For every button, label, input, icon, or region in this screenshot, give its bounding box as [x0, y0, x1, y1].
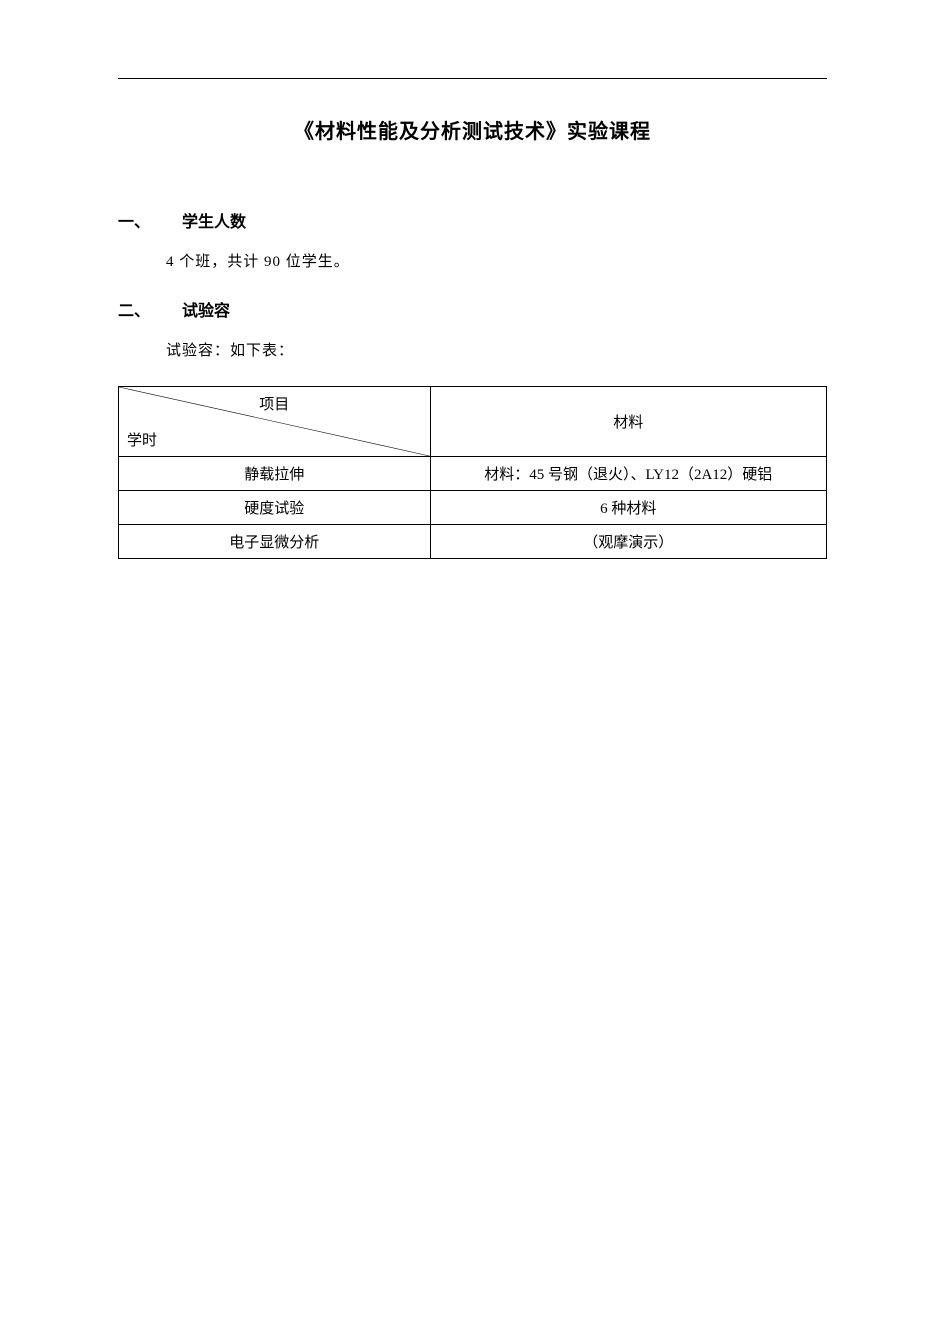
table-row: 电子显微分析 （观摩演示） — [119, 525, 827, 559]
table-cell: 材料：45 号钢（退火）、LY12（2A12）硬铝 — [430, 457, 826, 491]
table-header-diagonal-cell: 项目 学时 — [119, 387, 431, 457]
section-1: 一、 学生人数 4 个班，共计 90 位学生。 — [118, 208, 827, 271]
section-2-body: 试验容：如下表： — [166, 339, 827, 360]
table-cell: 电子显微分析 — [119, 525, 431, 559]
section-1-label: 学生人数 — [182, 208, 246, 232]
section-2: 二、 试验容 试验容：如下表： — [118, 297, 827, 360]
document-page: 《材料性能及分析测试技术》实验课程 一、 学生人数 4 个班，共计 90 位学生… — [0, 0, 945, 559]
experiment-table: 项目 学时 材料 静载拉伸 材料：45 号钢（退火）、LY12（2A12）硬铝 … — [118, 386, 827, 559]
document-title: 《材料性能及分析测试技术》实验课程 — [118, 115, 827, 144]
header-diag-bottom: 学时 — [127, 429, 157, 450]
diagonal-wrap: 项目 学时 — [119, 387, 430, 456]
section-1-body: 4 个班，共计 90 位学生。 — [166, 250, 827, 271]
section-2-number: 二、 — [118, 297, 150, 321]
table-row: 静载拉伸 材料：45 号钢（退火）、LY12（2A12）硬铝 — [119, 457, 827, 491]
table-header-col2: 材料 — [430, 387, 826, 457]
table-row: 硬度试验 6 种材料 — [119, 491, 827, 525]
section-2-label: 试验容 — [182, 297, 230, 321]
section-2-heading: 二、 试验容 — [118, 297, 827, 321]
top-horizontal-rule — [118, 78, 827, 79]
section-1-heading: 一、 学生人数 — [118, 208, 827, 232]
section-1-number: 一、 — [118, 208, 150, 232]
table-cell: 静载拉伸 — [119, 457, 431, 491]
table-cell: 硬度试验 — [119, 491, 431, 525]
table-header-row: 项目 学时 材料 — [119, 387, 827, 457]
table-cell: 6 种材料 — [430, 491, 826, 525]
table-cell: （观摩演示） — [430, 525, 826, 559]
header-diag-top: 项目 — [119, 393, 430, 414]
